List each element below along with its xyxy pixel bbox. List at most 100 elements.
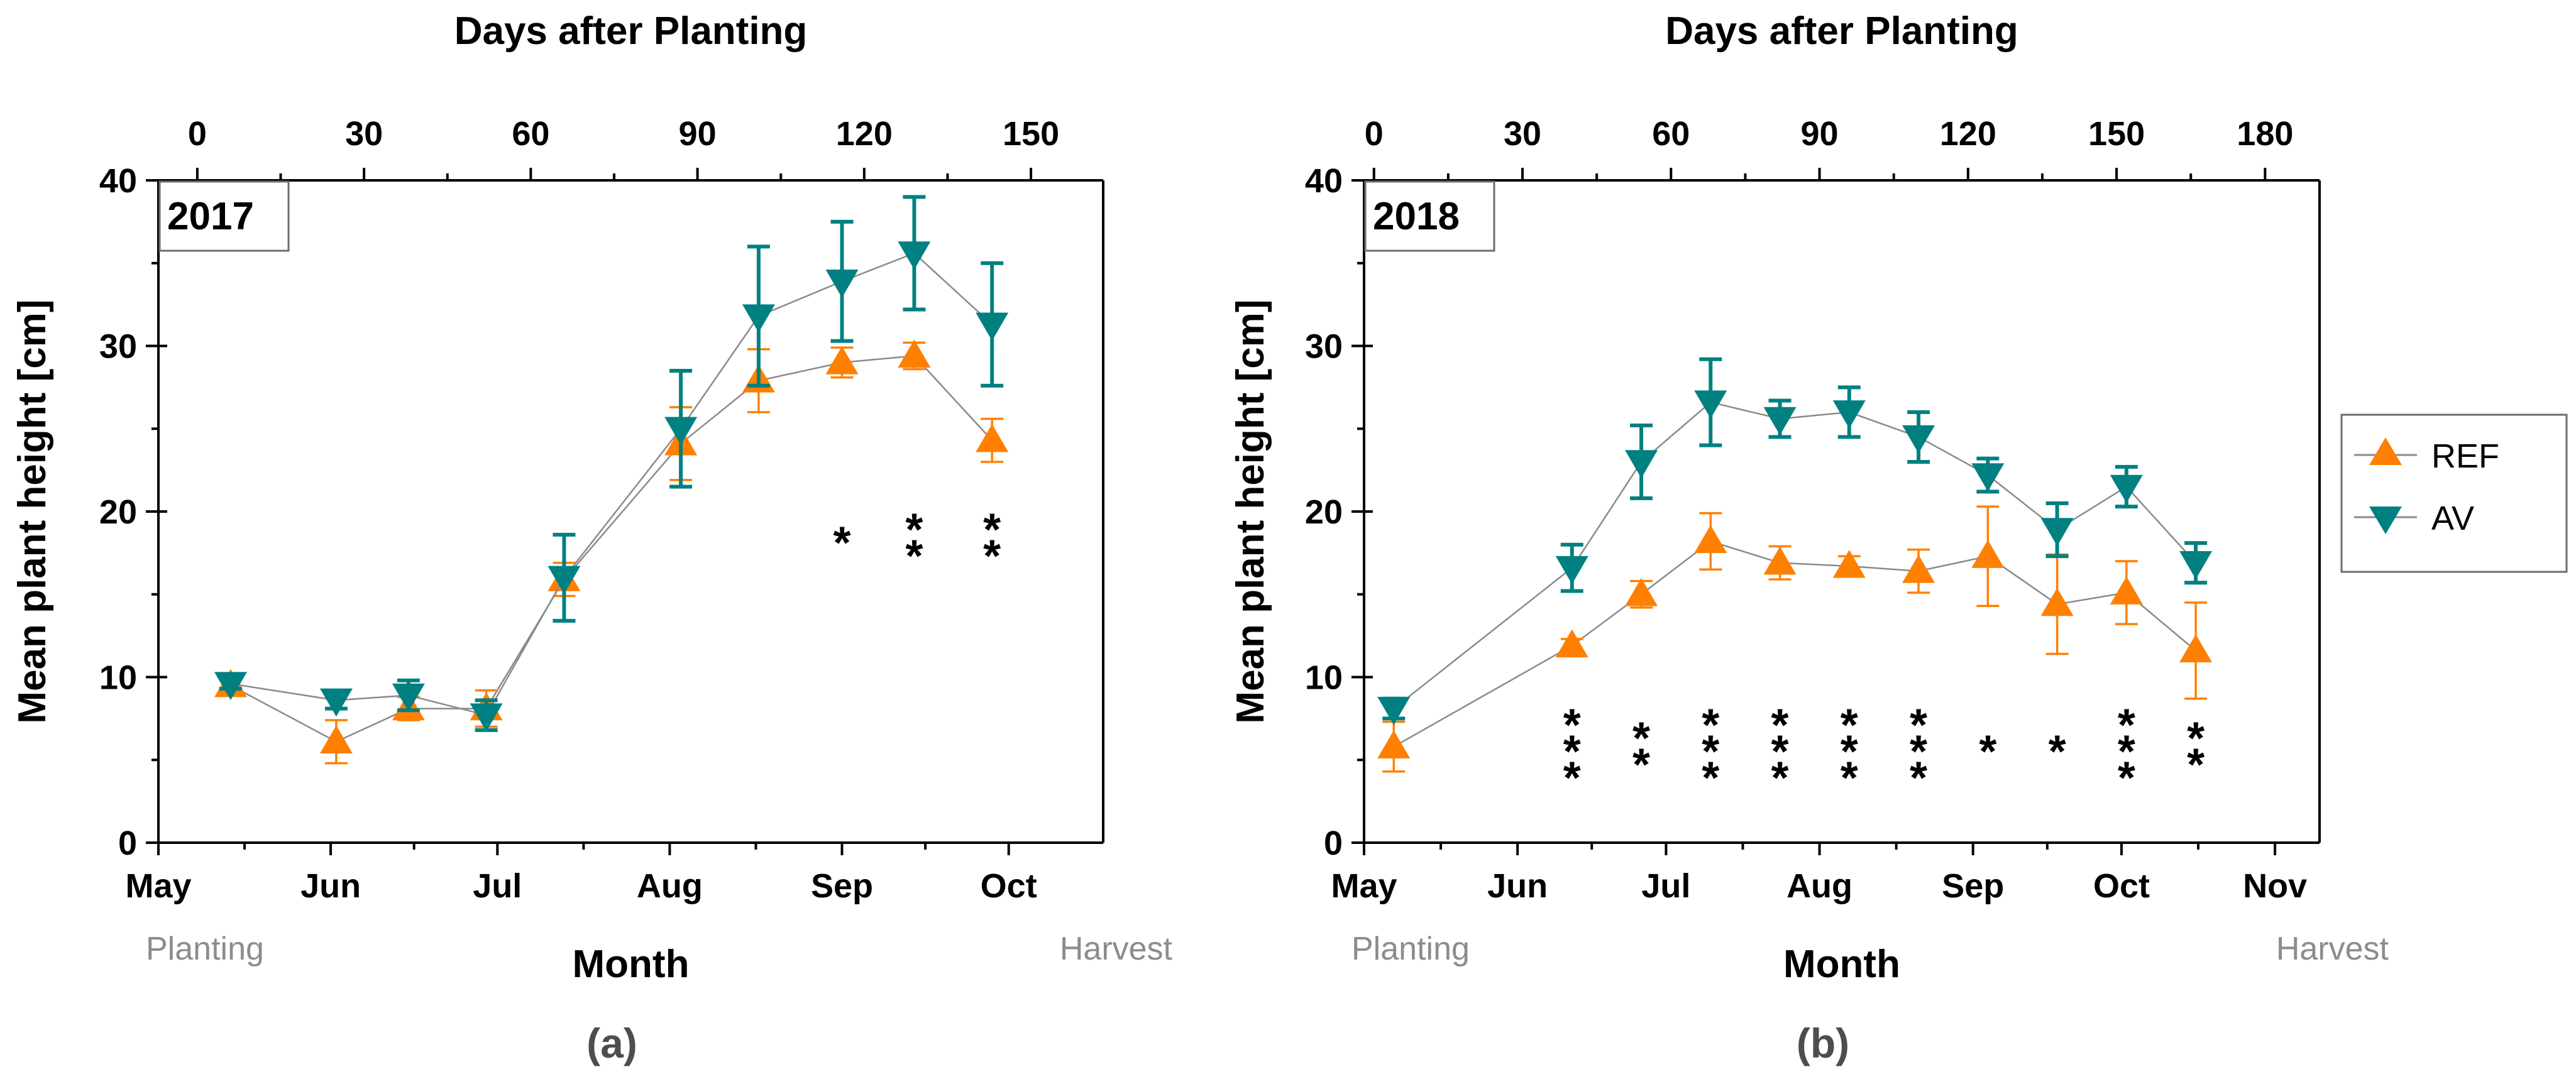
av-data-point	[1625, 450, 1658, 478]
significance-star: *	[1563, 727, 1581, 777]
significance-marker: ***	[1702, 701, 1719, 804]
av-data-point	[2040, 518, 2074, 546]
significance-marker: ***	[1771, 701, 1789, 804]
significance-star: *	[983, 505, 1001, 556]
days-tick-label: 60	[1652, 115, 1690, 153]
month-tick-label: May	[125, 867, 191, 905]
significance-star: *	[1563, 701, 1581, 751]
days-tick-label: 60	[512, 115, 549, 153]
av-data-point	[470, 703, 503, 732]
year-box	[158, 180, 290, 252]
legend: REF AV	[2340, 413, 2568, 573]
ref-data-point	[1902, 554, 1935, 583]
significance-star: *	[1979, 727, 1996, 777]
significance-star: *	[1702, 753, 1719, 804]
month-tick-label: Oct	[2093, 867, 2150, 905]
days-tick-label: 0	[188, 115, 207, 153]
ref-data-point	[1555, 629, 1588, 658]
y-axis-title: Mean plant height [cm]	[11, 299, 54, 723]
significance-star: *	[2118, 701, 2135, 751]
significance-marker: ***	[1910, 701, 1927, 804]
top-axis-title: Days after Planting	[454, 9, 808, 53]
significance-star: *	[1771, 753, 1789, 804]
month-tick-label: Aug	[637, 867, 703, 905]
year-label: 2017	[167, 195, 254, 238]
planting-note: Planting	[146, 931, 264, 967]
y-tick-label: 0	[118, 824, 137, 862]
significance-marker: ***	[1563, 701, 1581, 804]
significance-star: *	[1702, 727, 1719, 777]
days-tick-label: 90	[1801, 115, 1839, 153]
av-data-point	[2179, 550, 2213, 579]
av-data-point	[1555, 556, 1588, 584]
month-tick-label: Sep	[811, 867, 873, 905]
ref-data-point	[1694, 525, 1727, 554]
av-data-point	[664, 417, 698, 446]
significance-marker: **	[983, 505, 1001, 582]
month-tick-label: Nov	[2243, 867, 2307, 905]
ref-data-point	[1832, 549, 1866, 578]
ref-data-point	[898, 339, 931, 368]
significance-star: *	[2187, 714, 2204, 764]
significance-star: *	[1910, 701, 1927, 751]
legend-frame	[2340, 413, 2568, 573]
av-data-point	[548, 566, 581, 594]
days-tick-label: 120	[1940, 115, 1996, 153]
legend-av-label: AV	[2431, 500, 2474, 537]
ref-data-point	[1377, 730, 1411, 758]
days-tick-label: 120	[836, 115, 893, 153]
significance-star: *	[1841, 753, 1858, 804]
panel-label: (a)	[586, 1020, 637, 1066]
ref-data-point	[2040, 588, 2074, 616]
panel-b-chart: 0 10 20 30 40 May Jun Jul Aug Sep Oct Nov 0 30 60 90 120…	[1229, 9, 2389, 1066]
significance-star: *	[1771, 727, 1789, 777]
ref-data-point	[1971, 540, 2005, 568]
av-data-point	[1971, 463, 2005, 492]
av-data-point	[2110, 474, 2143, 503]
av-data-point	[1694, 390, 1727, 419]
y-tick-label: 10	[99, 659, 137, 697]
significance-marker: ***	[1841, 701, 1858, 804]
significance-marker: *	[2049, 727, 2066, 777]
planting-note: Planting	[1351, 931, 1470, 967]
significance-marker: **	[1632, 714, 1650, 791]
y-tick-label: 0	[1324, 824, 1343, 862]
av-data-point	[1902, 425, 1935, 454]
top-axis-title: Days after Planting	[1665, 9, 2018, 53]
y-tick-label: 20	[1305, 493, 1343, 531]
av-data-point	[1377, 696, 1411, 725]
av-data-point	[825, 270, 859, 298]
month-tick-label: Oct	[981, 867, 1037, 905]
ref-data-point	[976, 424, 1009, 452]
av-data-point	[898, 241, 931, 270]
av-data-point	[1832, 400, 1866, 429]
year-label: 2018	[1373, 195, 1460, 238]
days-tick-label: 0	[1365, 115, 1384, 153]
panel-a-chart: 0 10 20 30 40 May Jun Jul Aug Sep Oct 0 30 60 90 120 150…	[11, 9, 1173, 1066]
x-axis-title: Month	[573, 943, 690, 986]
significance-marker: *	[1979, 727, 1996, 777]
significance-star: *	[1841, 701, 1858, 751]
av-series-line	[230, 252, 993, 716]
significance-star: *	[833, 518, 850, 569]
x-axis-title: Month	[1783, 943, 1900, 986]
ref-data-point	[2179, 634, 2213, 663]
y-axis-title: Mean plant height [cm]	[1229, 299, 1272, 723]
significance-star: *	[2049, 727, 2066, 777]
significance-star: *	[905, 505, 923, 556]
days-tick-label: 150	[1003, 115, 1059, 153]
y-tick-label: 30	[99, 328, 137, 366]
legend-ref-marker	[2369, 437, 2402, 465]
y-tick-label: 40	[1305, 162, 1343, 200]
significance-star: *	[1841, 727, 1858, 777]
days-tick-label: 180	[2237, 115, 2293, 153]
month-tick-label: Jun	[1487, 867, 1548, 905]
month-tick-label: Sep	[1942, 867, 2004, 905]
ref-data-point	[825, 346, 859, 375]
significance-star: *	[1910, 727, 1927, 777]
av-data-point	[319, 688, 353, 717]
av-data-point	[392, 683, 425, 712]
significance-star: *	[905, 532, 923, 582]
significance-star: *	[1702, 701, 1719, 751]
